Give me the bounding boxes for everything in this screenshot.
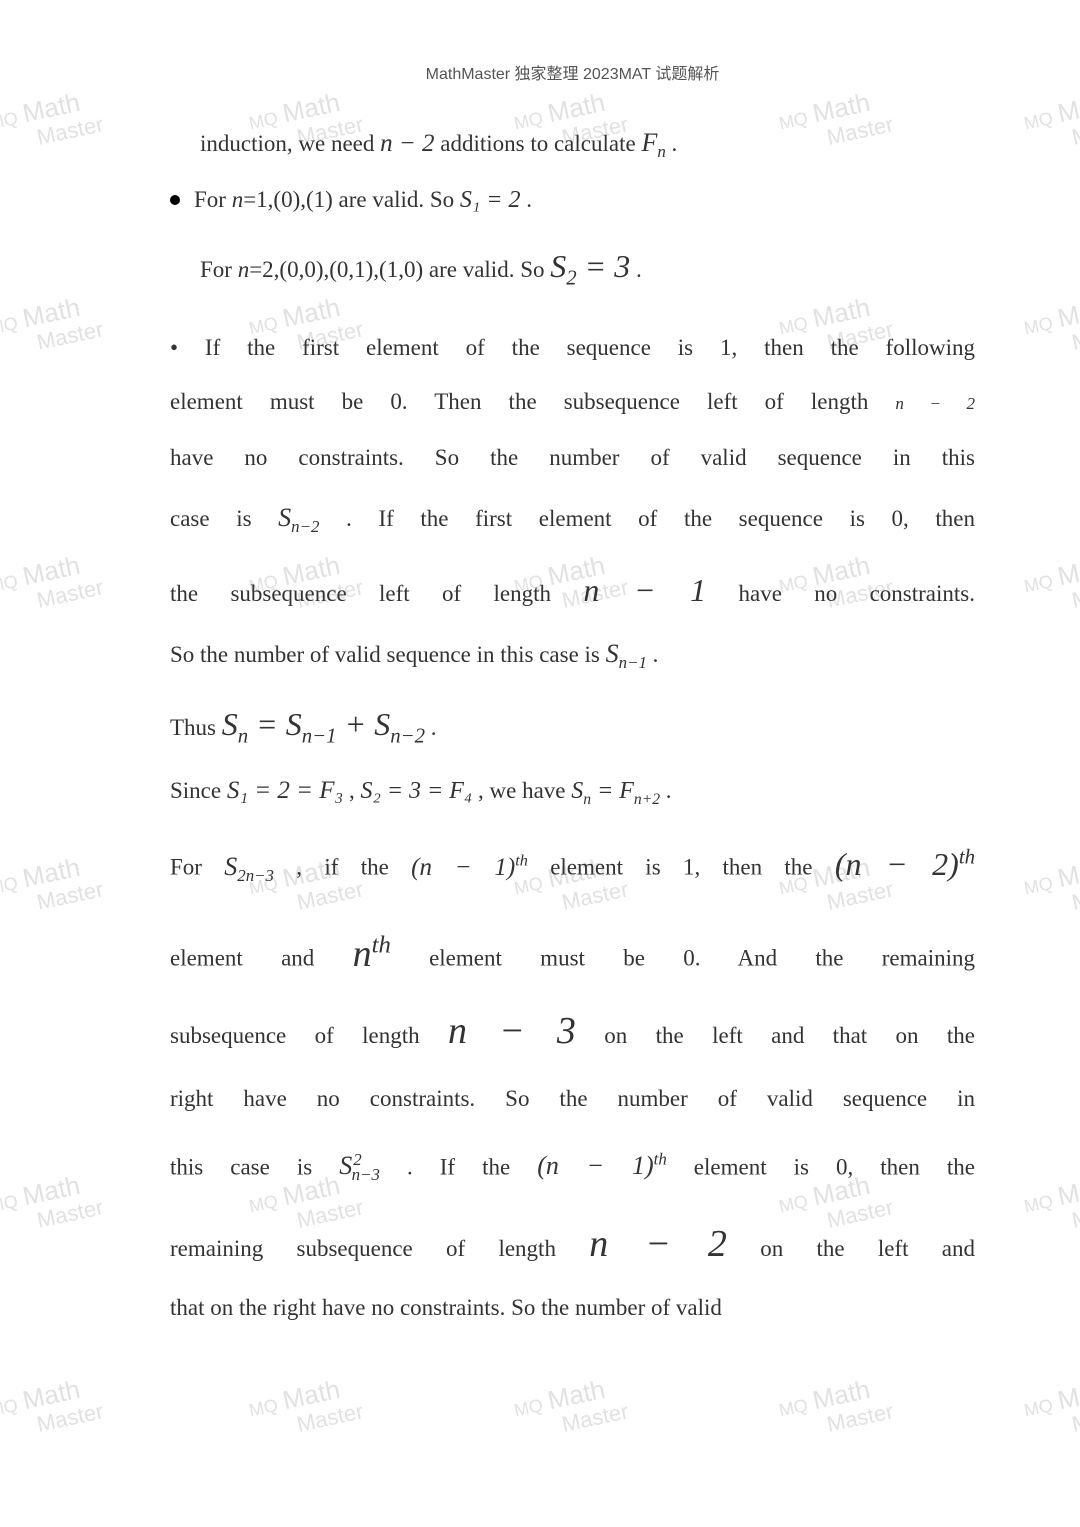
para-10: Thus Sn = Sn−1 + Sn−2 .: [170, 693, 975, 767]
para-11: Since S₁ = 2 = F₃ , S₂ = 3 = F₄ , we hav…: [170, 767, 975, 824]
para-14: subsequence of length n − 3 on the left …: [170, 995, 975, 1072]
para-7: case is Sn−2 . If the first element of t…: [170, 485, 975, 560]
para-18: that on the right have no constraints. S…: [170, 1284, 975, 1332]
para-9: So the number of valid sequence in this …: [170, 624, 975, 693]
para-3: For n=2,(0,0),(0,1),(1,0) are valid. So …: [170, 242, 975, 302]
para-2: For n=1,(0),(1) are valid. So S₁ = 2 .: [170, 176, 975, 224]
para-12: For S2n−3 , if the (n − 1)th element is …: [170, 824, 975, 909]
para-6: have no constraints. So the number of va…: [170, 431, 975, 485]
para-4: • If the first element of the sequence i…: [170, 321, 975, 375]
para-13: element and nth element must be 0. And t…: [170, 909, 975, 995]
para-5: element must be 0. Then the subsequence …: [170, 375, 975, 431]
para-17: remaining subsequence of length n − 2 on…: [170, 1209, 975, 1284]
doc-page: MathMaster 独家整理 2023MAT 试题解析 induction, …: [0, 0, 1080, 1527]
page-header: MathMaster 独家整理 2023MAT 试题解析: [170, 60, 975, 84]
para-1: induction, we need n − 2 additions to ca…: [170, 119, 975, 176]
para-16: this case is S2n−3 . If the (n − 1)th el…: [170, 1126, 975, 1210]
para-15: right have no constraints. So the number…: [170, 1072, 975, 1126]
para-8: the subsequence left of length n − 1 hav…: [170, 560, 975, 624]
